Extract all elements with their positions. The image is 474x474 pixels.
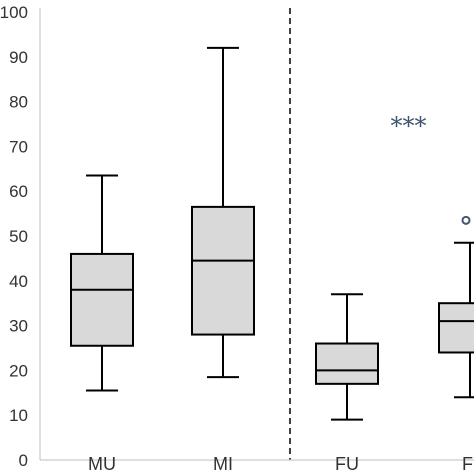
category-label: MU bbox=[88, 454, 116, 474]
box-body bbox=[191, 205, 255, 336]
box-body bbox=[70, 252, 134, 347]
x-axis: MU MI FU FI bbox=[40, 454, 474, 474]
y-tick-label: 100 bbox=[0, 3, 28, 22]
category-label: FU bbox=[335, 454, 359, 474]
box-body bbox=[315, 342, 379, 385]
y-tick-label: 90 bbox=[9, 48, 28, 67]
category-label: MI bbox=[213, 454, 233, 474]
box-mi bbox=[191, 46, 255, 379]
outlier-point bbox=[461, 215, 471, 225]
y-axis: 0 10 20 30 40 50 60 70 80 90 100 bbox=[0, 3, 41, 470]
box-mu bbox=[70, 174, 134, 392]
y-tick-label: 10 bbox=[9, 406, 28, 425]
y-tick-label: 50 bbox=[9, 227, 28, 246]
box-body bbox=[438, 302, 474, 354]
significance-label: *** bbox=[391, 112, 427, 140]
y-tick-label: 40 bbox=[9, 272, 28, 291]
y-tick-label: 80 bbox=[9, 93, 28, 112]
boxes bbox=[70, 46, 474, 421]
y-tick-label: 70 bbox=[9, 137, 28, 156]
y-tick-label: 20 bbox=[9, 361, 28, 380]
category-label: FI bbox=[462, 454, 474, 474]
annotations: *** bbox=[391, 112, 427, 140]
box-fu bbox=[315, 293, 379, 421]
y-tick-label: 60 bbox=[9, 182, 28, 201]
y-tick-label: 30 bbox=[9, 317, 28, 336]
box-fi bbox=[438, 215, 474, 399]
y-tick-label: 0 bbox=[19, 451, 28, 470]
